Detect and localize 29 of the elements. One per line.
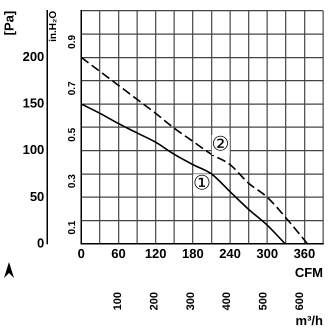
y-tick-label: 0 bbox=[37, 235, 44, 250]
x-tick-label: 300 bbox=[256, 246, 278, 262]
x-tick-label: 60 bbox=[111, 246, 126, 262]
y2-tick-label: 0.9 bbox=[67, 34, 78, 49]
y-tick-label: 100 bbox=[22, 142, 44, 158]
y2-tick-label: 0.3 bbox=[67, 174, 78, 188]
y2-tick-label: 0.7 bbox=[67, 80, 78, 96]
y-tick-label: 150 bbox=[22, 96, 44, 111]
x-tick-label: 120 bbox=[144, 246, 167, 262]
x2-tick-label: 300 bbox=[184, 292, 197, 310]
x2-tick-label: 200 bbox=[148, 292, 160, 310]
y-tick-label: 50 bbox=[30, 188, 44, 204]
x2-tick-label: 400 bbox=[221, 292, 234, 310]
x-tick-label: 180 bbox=[182, 246, 204, 262]
x2-tick-label: 100 bbox=[112, 292, 124, 310]
x2-tick-label: 600 bbox=[294, 292, 306, 310]
y-axis-title: [Pa] bbox=[1, 10, 16, 36]
y2-axis-title: in.H₂O bbox=[48, 10, 60, 42]
x-tick-label: 360 bbox=[294, 246, 316, 262]
x-tick-label: 0 bbox=[78, 246, 85, 262]
y-tick-label: 200 bbox=[22, 48, 44, 64]
x2-tick-label: 500 bbox=[258, 292, 270, 310]
y2-tick-label: 0.1 bbox=[67, 220, 78, 235]
annotation: ② bbox=[212, 134, 230, 156]
x-axis-title: CFM bbox=[294, 264, 323, 280]
x2-axis-title: m³/h bbox=[296, 312, 324, 328]
annotation: ① bbox=[193, 172, 212, 195]
y2-tick-label: 0.5 bbox=[67, 127, 78, 142]
x-tick-label: 240 bbox=[219, 246, 241, 262]
